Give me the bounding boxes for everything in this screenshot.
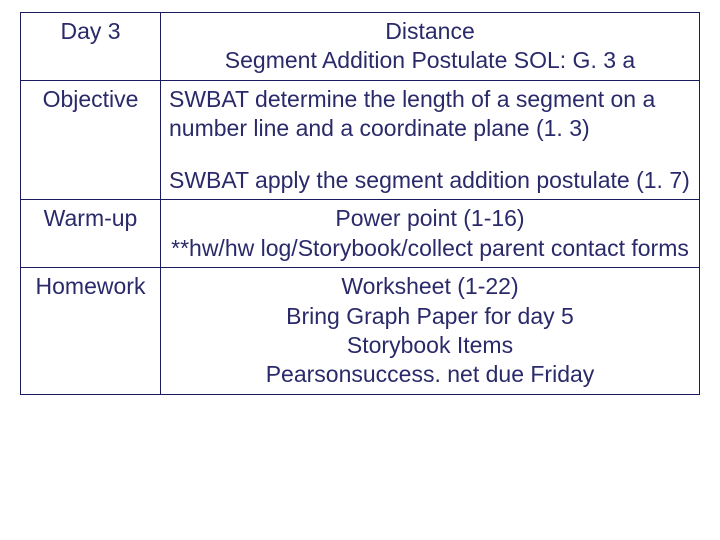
- lesson-plan-table: Day 3 Distance Segment Addition Postulat…: [20, 12, 700, 395]
- warmup-label: Warm-up: [44, 205, 138, 231]
- label-warmup: Warm-up: [21, 200, 161, 268]
- content-objective: SWBAT determine the length of a segment …: [161, 80, 700, 199]
- row-objective: Objective SWBAT determine the length of …: [21, 80, 700, 199]
- homework-line4: Pearsonsuccess. net due Friday: [169, 360, 691, 389]
- row-warmup: Warm-up Power point (1-16) **hw/hw log/S…: [21, 200, 700, 268]
- homework-label: Homework: [36, 273, 146, 299]
- warmup-line2: **hw/hw log/Storybook/collect parent con…: [169, 234, 691, 263]
- content-day: Distance Segment Addition Postulate SOL:…: [161, 13, 700, 81]
- objective-line1: SWBAT determine the length of a segment …: [169, 85, 691, 144]
- homework-line2: Bring Graph Paper for day 5: [169, 302, 691, 331]
- warmup-line1: Power point (1-16): [169, 204, 691, 233]
- label-day: Day 3: [21, 13, 161, 81]
- objective-label: Objective: [43, 86, 139, 112]
- content-homework: Worksheet (1-22) Bring Graph Paper for d…: [161, 268, 700, 395]
- row-day: Day 3 Distance Segment Addition Postulat…: [21, 13, 700, 81]
- row-homework: Homework Worksheet (1-22) Bring Graph Pa…: [21, 268, 700, 395]
- homework-line1: Worksheet (1-22): [169, 272, 691, 301]
- day-line2: Segment Addition Postulate SOL: G. 3 a: [169, 46, 691, 75]
- label-objective: Objective: [21, 80, 161, 199]
- homework-line3: Storybook Items: [169, 331, 691, 360]
- content-warmup: Power point (1-16) **hw/hw log/Storybook…: [161, 200, 700, 268]
- spacer: [169, 144, 691, 166]
- label-homework: Homework: [21, 268, 161, 395]
- objective-line2: SWBAT apply the segment addition postula…: [169, 166, 691, 195]
- day-label: Day 3: [60, 18, 120, 44]
- day-line1: Distance: [169, 17, 691, 46]
